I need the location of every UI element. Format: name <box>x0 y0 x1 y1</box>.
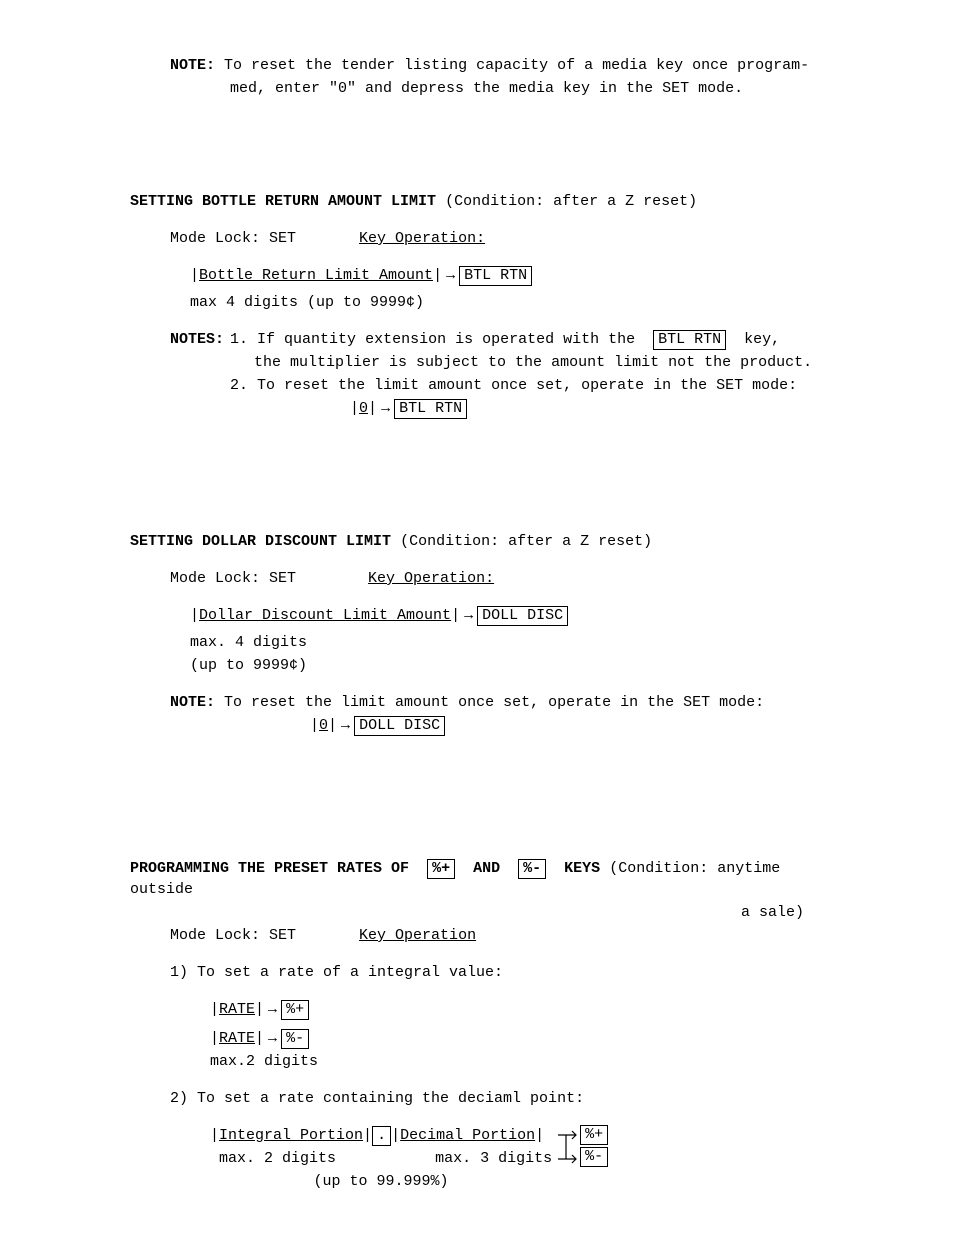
pct-plus-key3: %+ <box>580 1125 608 1145</box>
section3-step2: 2) To set a rate containing the deciaml … <box>170 1088 834 1109</box>
note1-a: If quantity extension is operated with t… <box>257 331 635 348</box>
section-preset-rates: PROGRAMMING THE PRESET RATES OF %+ AND %… <box>130 858 834 1194</box>
section2-entry-field: Dollar Discount Limit Amount <box>199 607 451 624</box>
zero-entry2: 0 <box>319 717 328 734</box>
section1-note1-l2: the multiplier is subject to the amount … <box>254 352 834 373</box>
max-int-text: max. 2 digits <box>219 1150 336 1167</box>
branch-icon <box>558 1127 580 1167</box>
section2-max1: max. 4 digits <box>190 632 834 653</box>
section2-note-row: NOTE: To reset the limit amount once set… <box>170 692 834 713</box>
section1-entry-field: Bottle Return Limit Amount <box>199 267 433 284</box>
arrow-icon: → <box>377 398 394 419</box>
pct-plus-key2: %+ <box>281 1000 309 1020</box>
section3-mode-lock: Mode Lock: SET <box>170 927 296 944</box>
section2-mode-row: Mode Lock: SET Key Operation: <box>170 568 834 589</box>
section1-note2-l2: |0|→BTL RTN <box>350 398 834 419</box>
note-top-line1: NOTE: To reset the tender listing capaci… <box>170 55 834 76</box>
btl-rtn-key: BTL RTN <box>459 266 532 286</box>
note1-num: 1. <box>230 331 248 348</box>
arrow-icon: → <box>264 1028 281 1049</box>
max-dec-text: max. 3 digits <box>435 1150 552 1167</box>
section1-title: SETTING BOTTLE RETURN AMOUNT LIMIT (Cond… <box>130 191 834 212</box>
note-label: NOTE: <box>170 57 215 74</box>
arrow-icon: → <box>460 605 477 626</box>
section3-title-l1: PROGRAMMING THE PRESET RATES OF %+ AND %… <box>130 858 834 900</box>
section3-title-b: KEYS <box>564 860 600 877</box>
pct-plus-key: %+ <box>427 859 455 879</box>
rate-field2: RATE <box>219 1030 255 1047</box>
section2-title-cond: (Condition: after a Z reset) <box>400 533 652 550</box>
section3-key-op: Key Operation <box>359 927 476 944</box>
doll-disc-key: DOLL DISC <box>477 606 568 626</box>
dot-key: . <box>372 1126 391 1146</box>
note-top-text2: med, enter "0" and depress the media key… <box>230 78 834 99</box>
note-top-text1: To reset the tender listing capacity of … <box>224 57 809 74</box>
dec-portion-field: Decimal Portion <box>400 1127 535 1144</box>
section1-title-cond: (Condition: after a Z reset) <box>445 193 697 210</box>
btl-rtn-key-inline: BTL RTN <box>653 330 726 350</box>
arrow-icon: → <box>442 265 459 286</box>
section2-note-label: NOTE: <box>170 694 215 711</box>
note2-num: 2. <box>230 377 248 394</box>
section3-decimal-flow: |Integral Portion|.|Decimal Portion| max… <box>210 1125 834 1194</box>
int-portion-field: Integral Portion <box>219 1127 363 1144</box>
section3-mode-row: Mode Lock: SET Key Operation <box>170 925 834 946</box>
section1-mode-lock: Mode Lock: SET <box>170 230 296 247</box>
section-bottle-return: SETTING BOTTLE RETURN AMOUNT LIMIT (Cond… <box>130 191 834 421</box>
upto-text: (up to 99.999%) <box>210 1171 552 1192</box>
section2-title-bold: SETTING DOLLAR DISCOUNT LIMIT <box>130 533 391 550</box>
section3-title-a: PROGRAMMING THE PRESET RATES OF <box>130 860 409 877</box>
section1-notes-body: 1. If quantity extension is operated wit… <box>230 329 834 421</box>
pct-minus-key3: %- <box>580 1147 608 1167</box>
rate-field1: RATE <box>219 1001 255 1018</box>
section1-note2-l1: 2. To reset the limit amount once set, o… <box>230 375 834 396</box>
section1-note1-l1: 1. If quantity extension is operated wit… <box>230 329 834 350</box>
section3-cond2: a sale) <box>130 902 834 923</box>
section2-max2: (up to 9999¢) <box>190 655 834 676</box>
section2-key-op: Key Operation: <box>368 570 494 587</box>
branch-block: %+ %- <box>558 1125 618 1169</box>
section3-and: AND <box>473 860 500 877</box>
section3-step1: 1) To set a rate of a integral value: <box>170 962 834 983</box>
section1-title-bold: SETTING BOTTLE RETURN AMOUNT LIMIT <box>130 193 436 210</box>
section2-entry-row: |Dollar Discount Limit Amount|→DOLL DISC <box>190 605 834 626</box>
doll-disc-key-reset: DOLL DISC <box>354 716 445 736</box>
section1-notes-label: NOTES: <box>170 329 230 421</box>
section1-max: max 4 digits (up to 9999¢) <box>190 292 834 313</box>
section1-mode-row: Mode Lock: SET Key Operation: <box>170 228 834 249</box>
decimal-entry-row: |Integral Portion|.|Decimal Portion| <box>210 1125 552 1146</box>
section2-note-reset: |0|→DOLL DISC <box>310 715 834 736</box>
decimal-max-row: max. 2 digits max. 3 digits <box>210 1148 552 1169</box>
section2-note-a: To reset the limit amount once set, oper… <box>224 694 764 711</box>
section2-title: SETTING DOLLAR DISCOUNT LIMIT (Condition… <box>130 531 834 552</box>
section-dollar-discount: SETTING DOLLAR DISCOUNT LIMIT (Condition… <box>130 531 834 736</box>
section3-max2: max.2 digits <box>210 1051 834 1072</box>
decimal-left-block: |Integral Portion|.|Decimal Portion| max… <box>210 1125 552 1194</box>
document-page: NOTE: To reset the tender listing capaci… <box>0 0 954 1239</box>
section2-mode-lock: Mode Lock: SET <box>170 570 296 587</box>
note1-b: key, <box>744 331 780 348</box>
arrow-icon: → <box>337 715 354 736</box>
zero-entry: 0 <box>359 400 368 417</box>
section3-rate-minus: |RATE|→%- <box>210 1028 834 1049</box>
btl-rtn-key-reset: BTL RTN <box>394 399 467 419</box>
section1-notes: NOTES: 1. If quantity extension is opera… <box>170 329 834 421</box>
section3-rate-plus: |RATE|→%+ <box>210 999 834 1020</box>
arrow-icon: → <box>264 999 281 1020</box>
note2-a: To reset the limit amount once set, oper… <box>257 377 797 394</box>
section1-key-op: Key Operation: <box>359 230 485 247</box>
pct-minus-key: %- <box>518 859 546 879</box>
pct-minus-key2: %- <box>281 1029 309 1049</box>
section1-entry-row: |Bottle Return Limit Amount|→BTL RTN <box>190 265 834 286</box>
note-top-block: NOTE: To reset the tender listing capaci… <box>170 55 834 99</box>
